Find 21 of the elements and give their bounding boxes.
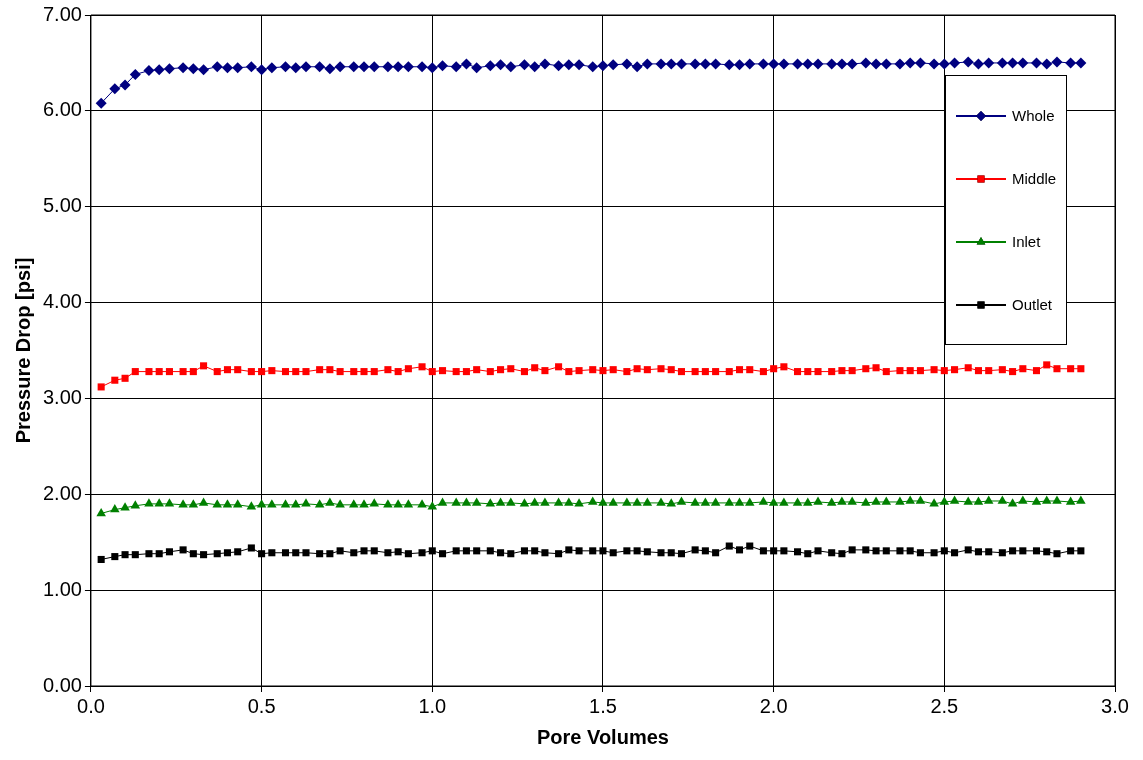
x-tick-label: 0.0 (77, 694, 105, 717)
x-axis-title: Pore Volumes (537, 725, 669, 748)
y-tick-label: 2.00 (42, 481, 82, 504)
y-tick-label: 5.00 (42, 194, 82, 217)
x-tick-label: 3.0 (1101, 694, 1129, 717)
y-tick-label: 6.00 (42, 98, 82, 121)
x-tick-label: 1.5 (589, 694, 617, 717)
y-tick-label: 0.00 (42, 673, 82, 696)
legend-label: Whole (1012, 107, 1055, 124)
x-tick-label: 1.0 (418, 694, 447, 717)
legend-label: Outlet (1012, 296, 1053, 313)
legend-label: Middle (1012, 170, 1057, 187)
y-axis-title: Pressure Drop [psi] (11, 257, 34, 444)
y-tick-label: 7.00 (42, 2, 82, 25)
y-tick-label: 1.00 (42, 577, 82, 600)
x-tick-label: 2.5 (930, 694, 959, 717)
x-tick-label: 0.5 (247, 694, 276, 717)
legend-label: Inlet (1012, 233, 1041, 250)
x-tick-label: 2.0 (759, 694, 788, 717)
y-tick-label: 4.00 (42, 290, 82, 313)
y-tick-label: 3.00 (42, 385, 82, 408)
